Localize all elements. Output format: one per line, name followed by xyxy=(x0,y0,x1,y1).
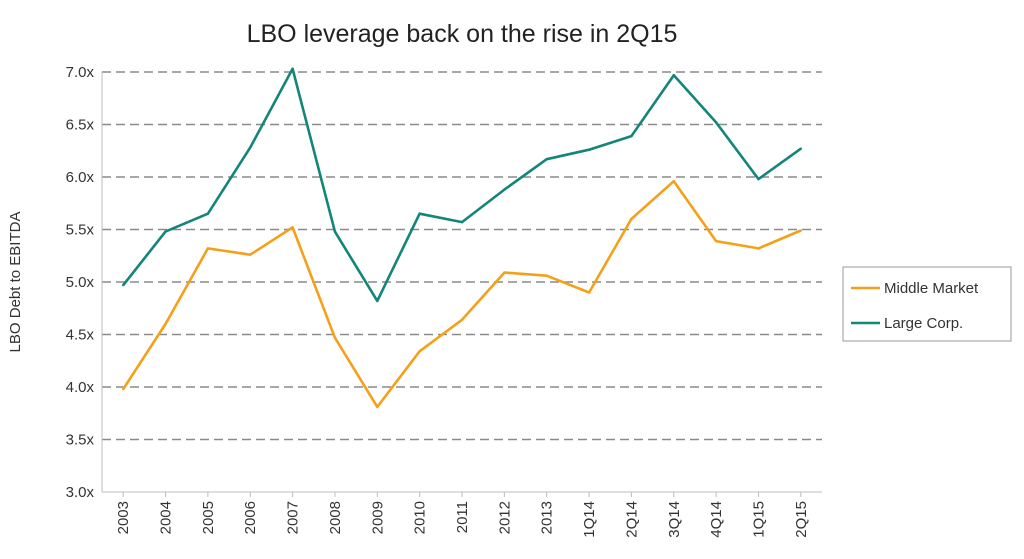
data-point-large-corp xyxy=(418,212,421,215)
y-axis-ticks: 3.0x 3.5x 4.0x 4.5x 5.0x 5.5x 6.0x 6.5x 7.0x xyxy=(66,64,95,501)
data-point-middle-market xyxy=(460,318,464,321)
x-tick-label: 2012 xyxy=(496,501,513,534)
x-tick-label: 1Q15 xyxy=(750,501,767,538)
x-tick-label: 2006 xyxy=(242,501,259,534)
data-point-middle-market xyxy=(206,247,210,250)
data-point-middle-market xyxy=(376,405,379,409)
data-point-middle-market xyxy=(291,226,294,229)
data-point-large-corp xyxy=(460,220,464,224)
data-point-large-corp xyxy=(333,230,337,233)
legend-label-large-corp: Large Corp. xyxy=(884,315,963,332)
data-point-middle-market xyxy=(714,239,718,243)
data-point-middle-market xyxy=(164,322,167,326)
x-tick-label: 1Q14 xyxy=(581,501,598,538)
data-point-middle-market xyxy=(503,271,506,274)
y-tick-label: 3.5x xyxy=(66,432,95,449)
data-point-middle-market xyxy=(545,274,548,277)
x-tick-label: 2009 xyxy=(369,501,386,534)
data-point-large-corp xyxy=(587,148,591,151)
data-point-middle-market xyxy=(630,217,633,221)
x-tick-label: 4Q14 xyxy=(708,501,725,538)
x-tick-label: 2011 xyxy=(454,501,471,533)
data-point-large-corp xyxy=(376,299,379,303)
chart-title: LBO leverage back on the rise in 2Q15 xyxy=(247,20,678,48)
data-point-middle-market xyxy=(757,247,760,250)
data-point-large-corp xyxy=(121,283,125,287)
series-lines xyxy=(121,67,803,409)
data-point-large-corp xyxy=(672,73,675,77)
y-tick-label: 7.0x xyxy=(66,64,95,81)
data-point-middle-market xyxy=(587,291,591,294)
y-tick-label: 6.5x xyxy=(66,117,95,134)
data-point-large-corp xyxy=(714,121,718,124)
data-point-large-corp xyxy=(249,146,252,149)
data-point-large-corp xyxy=(164,230,167,233)
series-line-middle-market xyxy=(122,179,802,409)
y-tick-label: 3.0x xyxy=(66,484,95,501)
data-point-large-corp xyxy=(799,147,803,150)
data-point-large-corp xyxy=(630,134,633,138)
x-tick-label: 3Q14 xyxy=(666,501,683,538)
data-point-middle-market xyxy=(418,350,421,353)
data-point-middle-market xyxy=(672,180,675,183)
y-tick-label: 6.0x xyxy=(66,169,95,186)
x-tick-label: 2007 xyxy=(285,501,302,534)
y-tick-label: 4.0x xyxy=(66,379,95,396)
x-axis-ticks: 2003 2004 2005 2006 2007 2008 2009 2010 2011 2012… xyxy=(115,492,810,538)
y-tick-label: 5.0x xyxy=(66,274,95,291)
legend-box xyxy=(842,266,1012,342)
data-point-large-corp xyxy=(545,157,548,161)
x-tick-label: 2010 xyxy=(412,501,429,534)
series-line-large-corp xyxy=(122,67,802,303)
x-tick-label: 2Q14 xyxy=(623,501,640,538)
legend-label-middle-market: Middle Market xyxy=(884,280,979,297)
data-point-large-corp xyxy=(503,188,506,191)
data-point-middle-market xyxy=(799,229,803,232)
data-point-large-corp xyxy=(757,177,760,181)
x-tick-label: 2004 xyxy=(158,501,175,534)
y-axis-label: LBO Debt to EBITDA xyxy=(7,212,24,353)
x-tick-label: 2008 xyxy=(327,501,344,534)
y-tick-label: 5.5x xyxy=(66,222,95,239)
data-point-middle-market xyxy=(333,336,337,339)
data-point-large-corp xyxy=(206,212,210,215)
data-point-large-corp xyxy=(291,67,294,71)
x-tick-label: 2003 xyxy=(115,501,132,534)
gridlines xyxy=(101,71,822,493)
legend: Middle Market Large Corp. xyxy=(842,266,1012,342)
x-tick-label: 2013 xyxy=(539,501,556,534)
y-tick-label: 4.5x xyxy=(66,327,95,344)
x-tick-label: 2005 xyxy=(200,501,217,534)
x-tick-label: 2Q15 xyxy=(793,501,810,538)
data-point-middle-market xyxy=(121,387,125,391)
data-point-middle-market xyxy=(249,253,252,256)
